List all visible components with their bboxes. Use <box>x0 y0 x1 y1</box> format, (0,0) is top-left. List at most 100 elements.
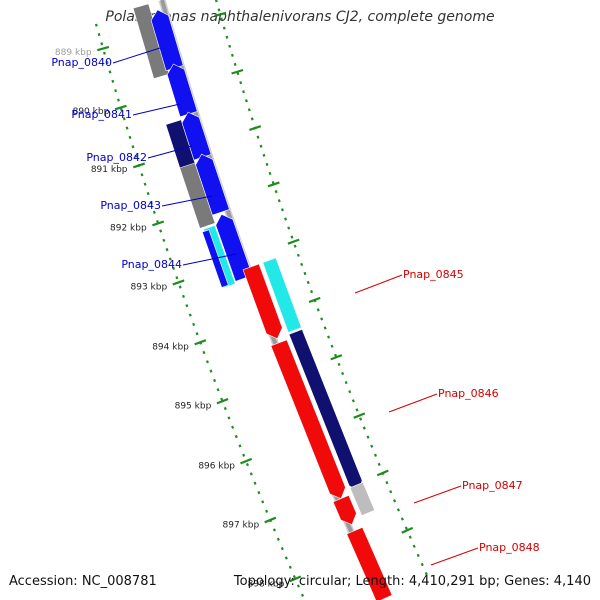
rail-dot <box>292 574 296 579</box>
rail-dot <box>310 290 314 294</box>
rail-dot <box>412 544 416 548</box>
rail-dot <box>100 42 104 46</box>
right-rail-tick <box>353 412 366 419</box>
rail-dot <box>327 335 331 339</box>
rail-dot <box>108 70 112 74</box>
gene-label-pnap-0844: Pnap_0844 <box>121 258 182 271</box>
gene-label-pnap-0845: Pnap_0845 <box>403 268 464 281</box>
kbp-tick-mark <box>264 516 277 524</box>
rail-dot <box>202 350 206 355</box>
kbp-tick-mark <box>240 457 253 465</box>
rail-dot <box>114 89 118 93</box>
rail-dot <box>344 381 348 385</box>
kbp-tick-mark <box>194 339 207 346</box>
rail-dot <box>188 313 192 317</box>
rail-dot <box>396 508 400 512</box>
rail-dot <box>280 546 284 551</box>
rail-dot <box>149 201 153 205</box>
kbp-tick-label: 894 kbp <box>152 343 189 353</box>
rail-dot <box>244 99 248 103</box>
kbp-tick-label: 891 kbp <box>91 165 128 175</box>
rail-dot <box>277 199 281 203</box>
rail-dot <box>253 481 257 485</box>
feature-blue-cds <box>195 153 230 216</box>
right-rail-tick <box>308 296 321 304</box>
rail-dot <box>306 280 310 285</box>
rail-dot <box>284 217 288 221</box>
rail-dot <box>103 51 106 55</box>
kbp-tick-mark <box>132 162 146 169</box>
rail-dot <box>274 190 278 194</box>
gene-label-pnap-0843: Pnap_0843 <box>100 199 161 212</box>
rail-dot <box>238 444 242 448</box>
rail-dot <box>168 257 172 261</box>
rail-dot <box>377 462 381 467</box>
right-rail-tick <box>330 354 343 361</box>
rail-dot <box>272 528 276 532</box>
kbp-tick-label: 890 kbp <box>73 107 110 117</box>
rail-dot <box>117 98 120 102</box>
kbp-tick-label: 896 kbp <box>198 462 235 472</box>
rail-dot <box>172 266 176 270</box>
rail-dot <box>205 360 209 364</box>
rail-dot <box>239 81 243 85</box>
rail-dot <box>230 53 234 57</box>
rail-dot <box>94 23 98 27</box>
rail-dot <box>222 26 226 30</box>
feature-gray-block <box>179 162 216 229</box>
gene-label-pnap-0840: Pnap_0840 <box>51 56 112 69</box>
gene-callout-line <box>430 547 479 566</box>
gene-callout-line <box>112 47 161 64</box>
feature-cyan-block <box>262 257 302 333</box>
feature-red-cds <box>346 526 393 600</box>
right-rail-tick <box>214 11 227 18</box>
rail-dot <box>265 509 269 513</box>
rail-dot <box>146 191 150 196</box>
rail-dot <box>362 426 366 430</box>
rail-dot <box>111 79 115 83</box>
rail-dot <box>385 480 389 485</box>
rail-dot <box>195 332 199 336</box>
feature-blue-cds <box>166 63 198 118</box>
kbp-tick-mark <box>96 45 110 52</box>
kbp-tick-label: 893 kbp <box>131 282 168 292</box>
rail-dot <box>182 294 185 298</box>
rail-dot <box>213 378 217 383</box>
rail-dot <box>262 153 266 157</box>
kbp-tick-label: 892 kbp <box>110 223 147 233</box>
rail-dot <box>234 434 238 439</box>
gene-label-pnap-0848: Pnap_0848 <box>479 541 540 554</box>
rail-dot <box>348 390 352 394</box>
rail-dot <box>152 210 156 214</box>
rail-dot <box>330 344 334 348</box>
rail-dot <box>214 0 218 3</box>
rail-dot <box>220 17 223 21</box>
gene-callout-line <box>161 195 213 207</box>
rail-dot <box>159 229 163 233</box>
rail-dot <box>228 44 232 48</box>
kbp-tick-label: 897 kbp <box>223 521 260 531</box>
rail-dot <box>400 517 404 521</box>
rail-dot <box>162 238 166 242</box>
rail-dot <box>259 144 263 148</box>
rail-dot <box>185 304 189 308</box>
rail-dot <box>293 244 297 248</box>
rail-dot <box>393 499 397 503</box>
rail-dot <box>227 416 231 420</box>
gene-callout-line <box>388 393 438 413</box>
kbp-tick-mark <box>289 575 302 583</box>
right-rail-tick <box>401 526 414 534</box>
rail-dot <box>128 135 132 140</box>
feature-red-cds <box>242 263 283 340</box>
feature-red-cds <box>332 495 357 525</box>
kbp-tick-label: 898 kbp <box>248 580 285 590</box>
right-rail-tick <box>249 125 262 131</box>
right-rail-tick <box>267 181 280 188</box>
kbp-tick-label: 895 kbp <box>175 402 212 412</box>
rail-dot <box>220 397 224 401</box>
topology-text: Topology: circular; Length: 4,410,291 bp… <box>233 574 591 589</box>
gene-callout-line <box>413 485 462 504</box>
rail-dot <box>242 90 245 94</box>
feature-lightgray-block <box>349 482 376 517</box>
rail-dot <box>242 453 246 457</box>
